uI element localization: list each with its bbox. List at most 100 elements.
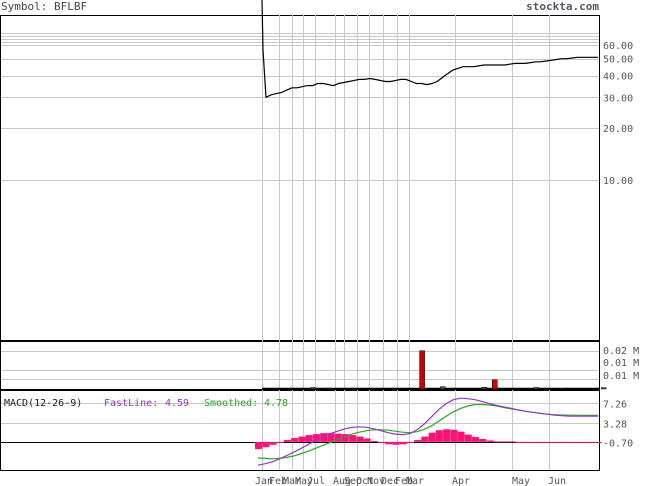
price-tick-label: 40.00 (603, 72, 633, 83)
macd-histogram-bar (479, 438, 487, 442)
macd-histogram-bar (529, 441, 537, 443)
macd-histogram-bar (450, 429, 458, 442)
macd-histogram-bar (399, 441, 407, 445)
macd-histogram-bar (363, 438, 371, 442)
macd-histogram-bar (493, 441, 501, 443)
volume-bar (481, 387, 488, 390)
macd-tick-label: -0.70 (603, 439, 633, 450)
volume-bar (559, 387, 565, 390)
macd-histogram-bar (515, 441, 523, 443)
macd-histogram-bar (500, 441, 508, 443)
x-tick-label: Jan (255, 476, 273, 486)
macd-histogram-bar (457, 431, 465, 442)
x-tick-label: Feb (395, 476, 413, 486)
x-tick-label: Jul (307, 476, 325, 486)
volume-tick-label: 0.01 M (603, 371, 639, 382)
price-tick-label: 20.00 (603, 124, 633, 135)
grid-lines (1, 15, 599, 470)
macd-histogram-bar (327, 433, 335, 442)
price-tick-label: 30.00 (603, 93, 633, 104)
macd-legend-name: MACD(12-26-9) (4, 398, 82, 409)
macd-tick-label: 3.28 (603, 420, 627, 431)
price-tick-label: 50.00 (603, 55, 633, 66)
volume-bar (533, 387, 539, 390)
macd-tick-label: 7.26 (603, 400, 627, 411)
macd-histogram-bar (298, 436, 306, 442)
macd-histogram-bar (370, 440, 378, 442)
x-tick-label: May (295, 476, 313, 486)
macd-histogram-bar (349, 435, 357, 442)
macd-histogram-bar (472, 437, 480, 442)
panel-frames (0, 15, 600, 471)
volume-tick-label: 0.01 M (603, 358, 639, 369)
macd-histogram-bar (486, 440, 494, 442)
macd-histogram-bar (320, 433, 328, 442)
site-name[interactable]: stockta.com (526, 0, 599, 13)
macd-histogram-bar (558, 441, 566, 443)
macd-histogram-bar (587, 441, 595, 443)
volume-tick-label: 0.02 M (603, 346, 639, 357)
x-tick-label: Dec (381, 476, 399, 486)
macd-histogram-bar (334, 433, 342, 442)
macd-smooth-value: 4.78 (264, 398, 288, 409)
x-tick-label: Mar (406, 476, 424, 486)
macd-histogram-bar (580, 441, 588, 443)
macd-histogram-bar (421, 436, 429, 442)
volume-bar (600, 387, 607, 390)
macd-histogram-bar (522, 441, 530, 443)
macd-histogram-bar (255, 441, 262, 450)
macd-histogram-bar (269, 441, 277, 445)
macd-legend: MACD(12-26-9) FastLine: 4.59 Smoothed: 4… (4, 398, 288, 409)
macd-histogram-bar (573, 441, 581, 443)
volume-panel: 0.02 M0.01 M0.01 M (262, 346, 639, 390)
macd-histogram-bar (595, 441, 602, 443)
x-tick-label: Mar (283, 476, 301, 486)
macd-histogram-bar (428, 432, 436, 442)
macd-histogram-bar (356, 436, 364, 442)
macd-fast-value: 4.59 (165, 398, 189, 409)
volume-bar (440, 386, 446, 390)
macd-histogram-bar (414, 439, 422, 442)
price-line (261, 0, 598, 99)
macd-histogram-bar (341, 434, 349, 442)
macd-histogram-bar (377, 441, 385, 443)
macd-histogram-bar (537, 441, 545, 443)
macd-histogram-bar (305, 435, 313, 442)
x-tick-label: Aug (333, 476, 351, 486)
price-tick-label: 10.00 (603, 176, 633, 187)
panel-frame-2 (0, 390, 600, 471)
volume-bar (326, 387, 332, 390)
macd-histogram-bar (566, 441, 574, 443)
macd-fast-label: FastLine: (104, 398, 158, 409)
x-tick-label: Sep (344, 476, 362, 486)
macd-histogram-bar (262, 441, 270, 448)
volume-bar (492, 379, 498, 390)
macd-smooth-label: Smoothed: (204, 398, 258, 409)
macd-histogram-bar (291, 438, 299, 442)
macd-histogram-bar (392, 441, 400, 445)
volume-bar (419, 350, 425, 390)
macd-histogram-bar (551, 441, 559, 443)
macd-histogram-bar (276, 441, 284, 443)
x-tick-label: Oct (356, 476, 374, 486)
macd-histogram-bar (385, 441, 393, 445)
x-tick-label: Apr (452, 476, 470, 486)
macd-fast-line (257, 397, 598, 466)
macd-histogram-bar (312, 434, 320, 442)
volume-bar (310, 387, 316, 390)
macd-histogram-bar (544, 441, 552, 443)
x-tick-label: Jun (548, 476, 566, 486)
panel-frame-1 (0, 341, 600, 390)
panel-frame-0 (0, 15, 600, 341)
macd-histogram-bar (464, 434, 472, 442)
x-tick-label: Nov (367, 476, 385, 486)
macd-histogram-bar (406, 441, 414, 443)
price-tick-label: 60.00 (603, 41, 633, 52)
macd-panel: 7.26 3.28 -0.70 (255, 397, 633, 466)
x-tick-label: May (512, 476, 530, 486)
symbol-label: Symbol: BFLBF (1, 0, 88, 13)
macd-histogram-bar (435, 430, 443, 442)
price-panel: 60.00 50.00 40.00 30.00 20.00 10.00 (261, 0, 633, 187)
